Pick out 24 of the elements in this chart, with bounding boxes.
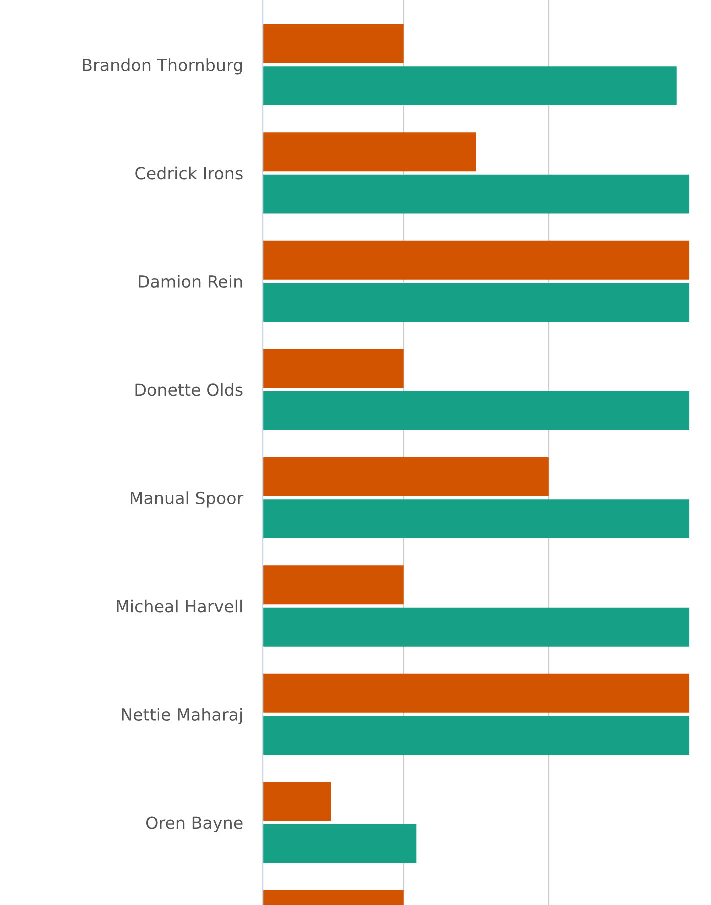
bar xyxy=(263,716,690,756)
y-tick-label: Micheal Harvell xyxy=(117,600,242,613)
y-tick-label: Cedrick Irons xyxy=(136,166,243,180)
bar xyxy=(263,608,690,647)
bar xyxy=(263,349,404,388)
bar xyxy=(263,824,417,864)
bar xyxy=(263,240,690,280)
y-tick-label: Donette Olds xyxy=(136,383,243,396)
y-tick-label: Manual Spoor xyxy=(130,492,244,508)
bar xyxy=(263,782,332,822)
y-tick-label: Oren Bayne xyxy=(146,816,243,833)
bar xyxy=(263,391,690,430)
bar xyxy=(263,24,404,64)
y-tick-label: Damion Rein xyxy=(139,275,242,288)
bar xyxy=(263,132,476,172)
bar xyxy=(263,566,404,605)
bar xyxy=(263,457,549,496)
bar xyxy=(263,674,690,713)
y-tick-label: Brandon Thornburg xyxy=(83,58,242,75)
y-tick-label: Nettie Maharaj xyxy=(122,708,242,724)
bar xyxy=(263,66,677,106)
bar xyxy=(263,500,690,539)
bar xyxy=(263,174,690,214)
bar xyxy=(263,283,690,322)
